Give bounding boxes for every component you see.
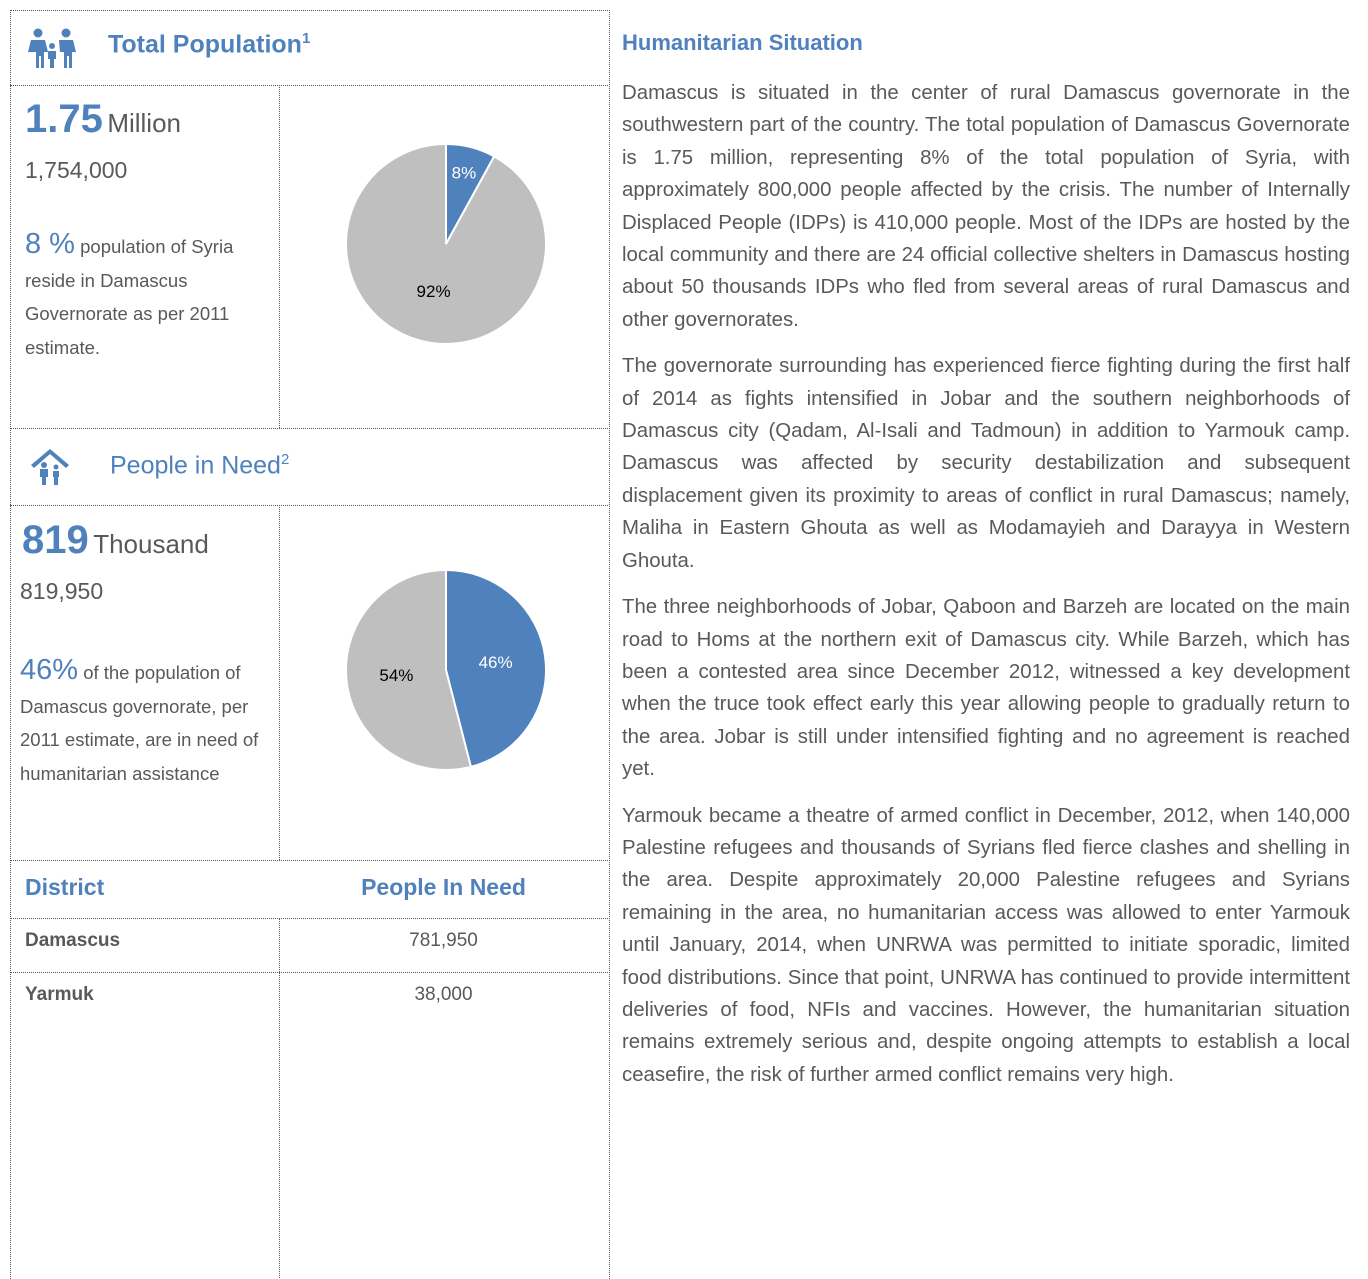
pie-slice	[345, 142, 547, 345]
paragraph: Yarmouk became a theatre of armed confli…	[622, 804, 1350, 1086]
table-cell: Damascus	[25, 930, 121, 951]
divider	[279, 85, 280, 428]
headline: 819 Thousand	[22, 518, 209, 563]
divider	[10, 972, 608, 973]
share-text: population of Syria reside in Damascus G…	[25, 236, 234, 358]
share-block: 8 % population of Syria reside in Damasc…	[25, 228, 270, 364]
headline-unit: Million	[107, 108, 181, 138]
table-cell: 781,950	[409, 930, 478, 951]
table-header: District	[25, 874, 105, 900]
table-cell: 38,000	[414, 984, 473, 1005]
divider	[10, 428, 608, 429]
divider	[10, 860, 608, 861]
exact-number: 1,754,000	[25, 157, 128, 183]
slice-label: 92%	[417, 282, 451, 301]
title: Total Population	[108, 30, 302, 59]
section-title: Humanitarian Situation	[622, 30, 863, 55]
divider	[10, 85, 608, 86]
headline-number: 819	[22, 518, 89, 562]
family-icon	[28, 28, 76, 68]
exact-number: 819,950	[20, 578, 104, 604]
share-block: 46% of the population of Damascus govern…	[20, 654, 265, 790]
headline-number: 1.75	[25, 97, 103, 141]
section-title: Total Population1	[108, 30, 310, 59]
divider	[10, 918, 608, 919]
divider	[279, 918, 280, 1278]
paragraph: Damascus is situated in the center of ru…	[622, 82, 1350, 331]
paragraph: The governorate surrounding has experien…	[622, 355, 1350, 572]
slice-label: 8%	[452, 164, 477, 183]
headline-unit: Thousand	[93, 529, 209, 559]
title: People in Need	[110, 451, 281, 480]
divider	[10, 505, 608, 506]
divider	[279, 505, 280, 860]
paragraph: The three neighborhoods of Jobar, Qaboon…	[622, 596, 1350, 781]
left-frame	[10, 10, 610, 1279]
note-mark: 1	[301, 30, 311, 47]
section-title: People in Need2	[110, 451, 289, 480]
pie-slice	[344, 568, 473, 771]
share-text: of the population of Damascus governorat…	[20, 662, 259, 784]
table-cell: Yarmuk	[25, 984, 94, 1005]
table-header: People In Need	[361, 874, 526, 900]
pie-slice	[445, 568, 547, 769]
headline: 1.75 Million	[25, 97, 181, 142]
body-text: Damascus is situated in the center of ru…	[622, 77, 1350, 1105]
slice-label: 54%	[379, 666, 413, 685]
pie-chart: 8% 92%	[345, 142, 547, 345]
share-value: 46%	[20, 654, 79, 686]
shelter-icon	[31, 449, 69, 485]
slice-label: 46%	[479, 653, 513, 672]
pie-chart: 46% 54%	[344, 568, 547, 771]
share-value: 8 %	[25, 228, 75, 260]
note-mark: 2	[280, 451, 290, 468]
